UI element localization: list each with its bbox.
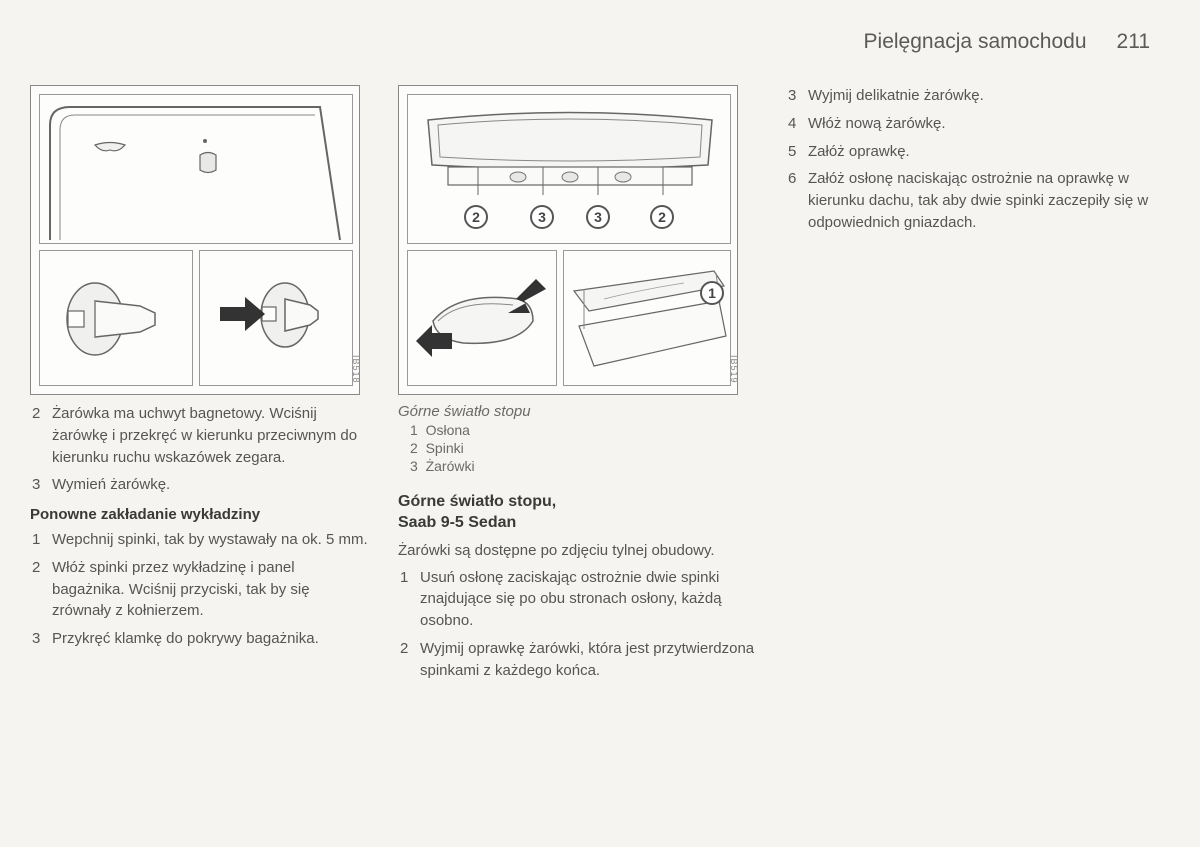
page-body: IB518 2Żarówka ma uchwyt bagnetowy. Wciś… <box>0 0 1200 717</box>
intro-paragraph: Żarówki są dostępne po zdjęciu tylnej ob… <box>398 540 758 561</box>
list-item: 3Wyjmij delikatnie żarówkę. <box>786 85 1160 107</box>
list-item: 1Usuń osłonę zaciskając ostrożnie dwie s… <box>398 567 758 632</box>
list-item: 1Wepchnij spinki, tak by wystawały na ok… <box>30 529 370 551</box>
trunk-lid-illustration <box>40 95 354 245</box>
clip-press-illustration <box>200 251 354 387</box>
callout-label: 2 <box>650 205 674 229</box>
callout-label: 2 <box>464 205 488 229</box>
list-item: 2Żarówka ma uchwyt bagnetowy. Wciśnij ża… <box>30 403 370 468</box>
figure-panel-clip-press <box>199 250 353 386</box>
figure-panel-location: 1 <box>563 250 731 386</box>
steps-reinstall: 1Wepchnij spinki, tak by wystawały na ok… <box>30 529 370 650</box>
section-title: Pielęgnacja samochodu <box>864 30 1087 54</box>
steps-continued: 3Wyjmij delikatnie żarówkę. 4Włóż nową ż… <box>786 85 1160 234</box>
list-item: 3Przykręć klamkę do pokrywy bagażnika. <box>30 628 370 650</box>
figure-panel-clip-open <box>39 250 193 386</box>
figure-ref: IB519 <box>729 355 739 384</box>
list-item: 2Włóż spinki przez wykładzinę i panel ba… <box>30 557 370 622</box>
figure-panel-assembly: 2 3 3 2 <box>407 94 731 244</box>
steps-bulb-remove: 2Żarówka ma uchwyt bagnetowy. Wciśnij ża… <box>30 403 370 496</box>
heading-stop-light: Górne światło stopu, Saab 9-5 Sedan <box>398 492 758 534</box>
figure-ref: IB518 <box>351 355 361 384</box>
figure-panel-cover <box>407 250 557 386</box>
list-item: 3Wymień żarówkę. <box>30 474 370 496</box>
steps-stop-light: 1Usuń osłonę zaciskając ostrożnie dwie s… <box>398 567 758 682</box>
legend-item: 2 Spinki <box>410 440 758 456</box>
figure-stop-light: 2 3 3 2 <box>398 85 738 395</box>
figure-caption: Górne światło stopu <box>398 403 758 420</box>
page-number: 211 <box>1117 30 1150 54</box>
legend-item: 1 Osłona <box>410 422 758 438</box>
cover-illustration <box>408 251 558 387</box>
legend-item: 3 Żarówki <box>410 458 758 474</box>
clip-open-illustration <box>40 251 194 387</box>
figure-panel-trunk <box>39 94 353 244</box>
column-middle: 2 3 3 2 <box>398 30 758 687</box>
list-item: 4Włóż nową żarówkę. <box>786 113 1160 135</box>
figure-trunk-clip: IB518 <box>30 85 360 395</box>
location-illustration <box>564 251 732 387</box>
page-header: Pielęgnacja samochodu 211 <box>864 30 1150 54</box>
subheading-reinstall: Ponowne zakładanie wykładziny <box>30 506 370 523</box>
callout-label: 3 <box>530 205 554 229</box>
assembly-illustration <box>408 95 732 245</box>
callout-label: 3 <box>586 205 610 229</box>
column-left: IB518 2Żarówka ma uchwyt bagnetowy. Wciś… <box>30 30 370 687</box>
callout-label: 1 <box>700 281 724 305</box>
list-item: 2Wyjmij oprawkę żarówki, która jest przy… <box>398 638 758 682</box>
list-item: 5Załóż oprawkę. <box>786 141 1160 163</box>
column-right: 3Wyjmij delikatnie żarówkę. 4Włóż nową ż… <box>786 30 1160 687</box>
list-item: 6Załóż osłonę naciskając ostrożnie na op… <box>786 168 1160 233</box>
